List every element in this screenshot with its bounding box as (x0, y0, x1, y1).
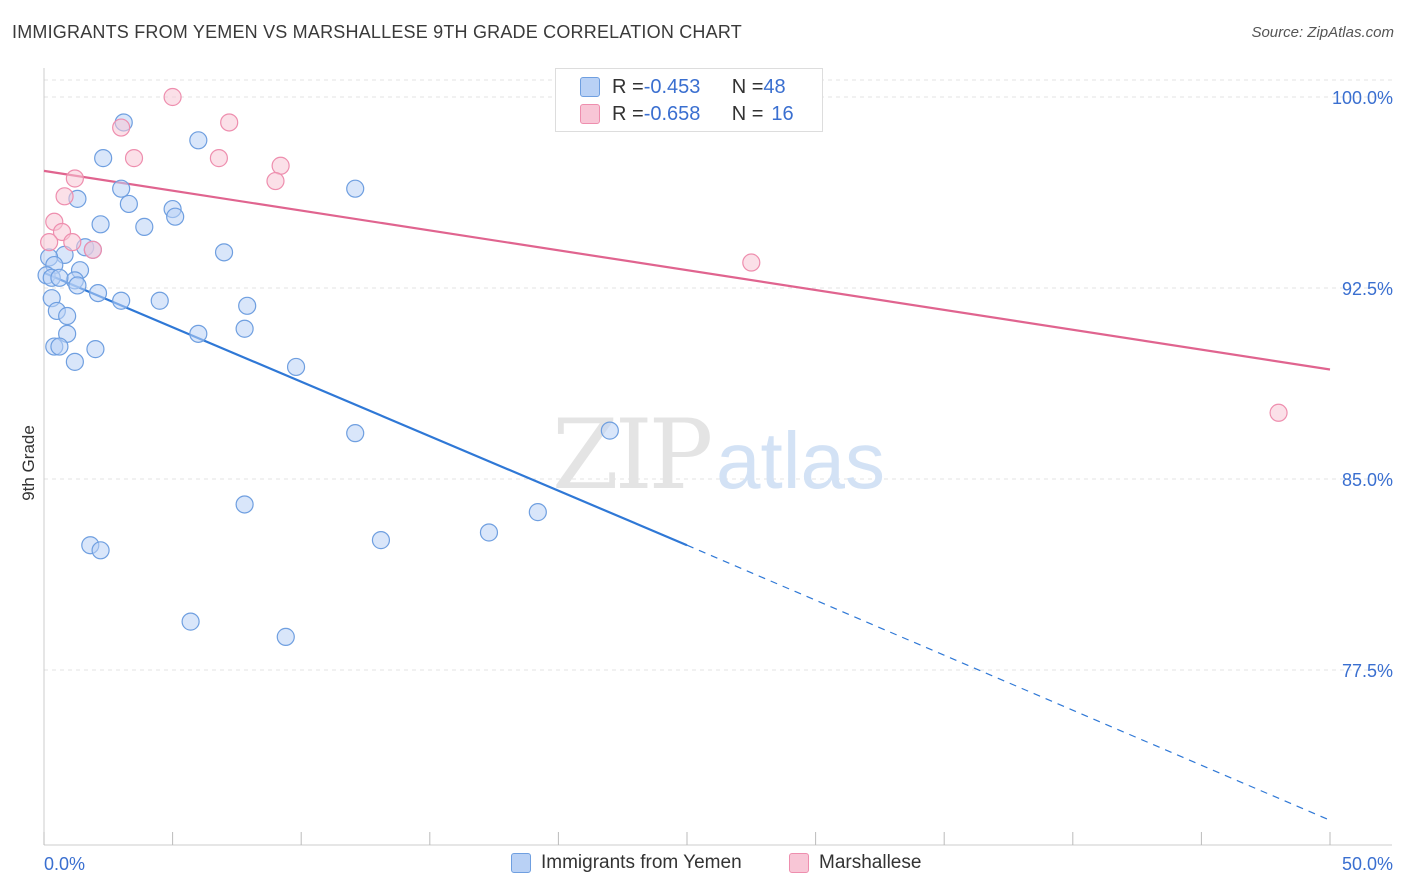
point-yemen (50, 268, 69, 287)
point-yemen (91, 215, 110, 234)
y-tick-label: 85.0% (1342, 470, 1393, 490)
legend-r-label: R = (612, 102, 644, 125)
point-yemen (119, 194, 138, 214)
point-yemen (58, 306, 77, 326)
legend-row-marshallese: R = -0.658 N = 16 (580, 100, 794, 128)
legend-swatch-marshallese (580, 104, 600, 124)
point-yemen (94, 149, 113, 168)
y-axis-label: 9th Grade (19, 425, 38, 501)
point-yemen (214, 243, 234, 262)
y-tick-label: 77.5% (1342, 661, 1393, 681)
chart-title: IMMIGRANTS FROM YEMEN VS MARSHALLESE 9TH… (12, 22, 742, 42)
legend-r-value: -0.658 (643, 102, 701, 125)
y-tick-label: 100.0% (1332, 88, 1393, 108)
point-yemen (528, 503, 547, 522)
point-yemen (150, 291, 169, 310)
tick-labels: 77.5% 85.0% 92.5% 100.0% 0.0% 50.0% (44, 88, 1393, 874)
point-yemen (112, 179, 131, 198)
watermark: ZIP atlas (552, 399, 885, 511)
point-yemen (286, 357, 306, 377)
point-marshallese (271, 156, 290, 175)
bottom-legend-yemen: Immigrants from Yemen (511, 852, 742, 874)
point-yemen (346, 424, 365, 443)
legend-row-yemen: R = -0.453 N = 48 (580, 73, 786, 101)
point-marshallese (266, 171, 285, 191)
point-yemen (600, 421, 619, 440)
legend-swatch-yemen (580, 77, 600, 97)
point-marshallese (124, 149, 144, 168)
point-yemen (91, 541, 110, 560)
bottom-legend-swatch-yemen (511, 853, 531, 873)
point-marshallese (65, 169, 84, 188)
point-marshallese (55, 187, 74, 206)
point-yemen (189, 131, 208, 150)
point-marshallese (742, 253, 761, 272)
x-tick-label-min: 0.0% (44, 854, 85, 874)
point-yemen (235, 319, 254, 338)
y-tick-label: 92.5% (1342, 279, 1393, 299)
point-marshallese (1269, 403, 1288, 422)
point-marshallese (83, 240, 102, 259)
point-marshallese (40, 233, 59, 252)
axes (43, 68, 1392, 846)
point-yemen (65, 352, 84, 371)
watermark-atlas: atlas (716, 416, 885, 505)
trend-line-yemen (43, 271, 688, 547)
point-yemen (166, 207, 185, 226)
point-yemen (235, 495, 254, 514)
legend-n-value: 16 (771, 102, 794, 125)
point-marshallese (220, 113, 239, 132)
bottom-legend-swatch-marshallese (789, 853, 809, 873)
legend-n-label: N = (731, 75, 764, 98)
trend-lines (43, 169, 1331, 821)
trend-line-yemen-extension (686, 544, 1331, 821)
point-marshallese (63, 233, 82, 252)
point-yemen (346, 179, 365, 198)
point-yemen (50, 337, 69, 356)
gridlines (44, 79, 1392, 671)
legend-r-label: R = (612, 75, 644, 98)
point-marshallese (163, 87, 182, 107)
legend-r-value: -0.453 (643, 75, 701, 98)
point-marshallese (112, 118, 131, 137)
bottom-legend-label-marshallese: Marshallese (819, 852, 922, 873)
stats-legend: R = -0.453 N = 48 R = -0.658 N = 16 (555, 68, 823, 132)
bottom-legend-marshallese: Marshallese (789, 852, 921, 874)
data-points (37, 87, 1288, 646)
point-yemen (68, 276, 87, 295)
legend-n-value: 48 (763, 75, 786, 98)
bottom-legend-label-yemen: Immigrants from Yemen (541, 852, 742, 873)
point-marshallese (209, 149, 228, 168)
point-yemen (371, 531, 391, 550)
point-yemen (189, 324, 208, 343)
point-yemen (479, 523, 499, 542)
point-yemen (276, 627, 295, 646)
legend-n-label: N = (731, 102, 764, 125)
watermark-zip: ZIP (552, 399, 711, 511)
point-yemen (86, 340, 105, 359)
point-yemen (112, 291, 131, 310)
point-yemen (88, 283, 108, 303)
trend-line-marshallese (43, 169, 1331, 371)
point-yemen (135, 217, 154, 236)
point-yemen (238, 296, 257, 315)
point-yemen (181, 612, 200, 631)
x-tick-label-max: 50.0% (1342, 854, 1393, 874)
source-label: Source: ZipAtlas.com (1251, 24, 1394, 41)
